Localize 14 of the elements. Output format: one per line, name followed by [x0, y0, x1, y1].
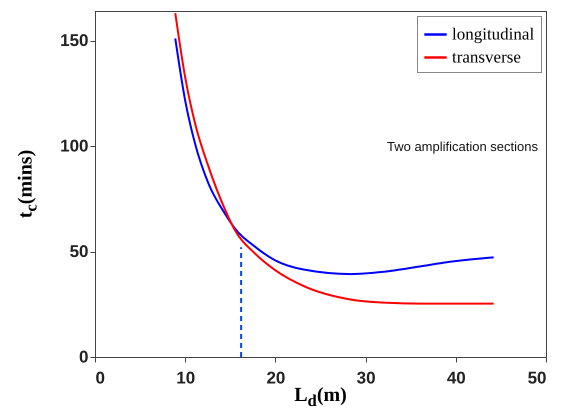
y-tick-label: 150 — [60, 31, 88, 50]
legend-label: transverse — [452, 48, 521, 66]
legend-label: longitudinal — [452, 24, 534, 44]
x-tick-label: 0 — [96, 368, 105, 388]
x-tick-label: 50 — [528, 368, 546, 388]
x-tick-label: 30 — [356, 368, 376, 388]
y-tick-label: 50 — [70, 242, 88, 262]
y-tick-label: 0 — [79, 348, 88, 366]
annotation: Two amplification sections — [386, 139, 538, 154]
x-tick-label: 20 — [266, 368, 286, 388]
x-tick-label: 40 — [446, 368, 466, 388]
x-axis-title: L$_{d}$(m) — [294, 384, 347, 410]
x-tick-label: 10 — [176, 368, 196, 388]
y-tick-label: 100 — [60, 136, 88, 156]
